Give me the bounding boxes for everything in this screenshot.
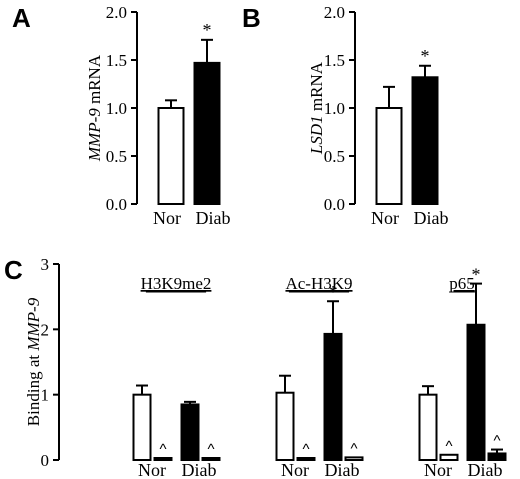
bar <box>153 457 173 461</box>
panel-letter: A <box>12 3 31 33</box>
category-label: Nor <box>424 460 452 479</box>
y-axis-title-gene: MMP-9 <box>24 297 43 351</box>
bar <box>466 323 486 462</box>
change-mark: ^ <box>350 440 357 457</box>
y-tick-label: 2.0 <box>324 3 345 22</box>
y-tick-label: 3 <box>41 255 50 274</box>
category-label: Diab <box>325 460 360 479</box>
change-mark: ^ <box>159 441 166 458</box>
change-mark: ^ <box>207 441 214 458</box>
y-tick-label: 0.0 <box>324 195 345 214</box>
bar-nor <box>375 107 403 205</box>
category-label: Nor <box>281 460 309 479</box>
group-title: p65 <box>449 274 475 293</box>
panel-letter: B <box>242 3 261 33</box>
y-tick-label: 2 <box>41 320 50 339</box>
significance-star: * <box>421 46 430 66</box>
bar <box>296 457 316 461</box>
y-tick-label: 1.5 <box>324 51 345 70</box>
bar <box>132 393 152 461</box>
y-axis-title: Binding at MMP-9 <box>24 297 43 426</box>
bar-diab <box>411 76 439 205</box>
y-tick-label: 1.0 <box>106 99 127 118</box>
category-label: Nor <box>371 208 399 228</box>
significance-star: * <box>472 265 481 285</box>
y-tick-label: 1 <box>41 386 50 405</box>
y-tick-label: 1.5 <box>106 51 127 70</box>
bar <box>323 332 343 462</box>
y-tick-label: 0 <box>41 451 50 470</box>
category-label: Diab <box>182 460 217 479</box>
bar <box>180 403 200 462</box>
panel-b: B LSD1 mRNA 0.0 0.5 1.0 1.5 2.0 Nor * Diab <box>242 3 449 228</box>
group-h3k9me2: H3K9me2 ^ ^ Nor Diab <box>132 274 221 479</box>
y-axis-title: LSD1 mRNA <box>307 61 326 155</box>
group-p65: p65 ^ * ^ Nor Diab <box>418 265 507 479</box>
group-ac-h3k9: Ac-H3K9 ^ * ^ Nor Diab <box>275 274 364 479</box>
bar <box>344 456 364 461</box>
y-tick-label: 0.5 <box>106 147 127 166</box>
significance-star: * <box>329 282 338 302</box>
change-mark: ^ <box>445 438 452 455</box>
group-title: Ac-H3K9 <box>285 274 352 293</box>
y-axis-title-unit: mRNA <box>85 54 104 108</box>
y-axis-title-gene: LSD1 <box>307 115 326 155</box>
category-label: Nor <box>153 208 181 228</box>
y-tick-label: 0.5 <box>324 147 345 166</box>
group-title: H3K9me2 <box>141 274 212 293</box>
category-label: Diab <box>468 460 503 479</box>
category-label: Diab <box>196 208 231 228</box>
bar <box>201 457 221 461</box>
bar <box>439 453 459 462</box>
panel-a: A MMP-9 mRNA 0.0 0.5 1.0 1.5 2.0 Nor * Diab <box>12 3 231 228</box>
change-mark: ^ <box>302 441 309 458</box>
y-tick-label: 2.0 <box>106 3 127 22</box>
y-axis-title-gene: MMP-9 <box>85 108 104 162</box>
panel-letter: C <box>4 255 23 285</box>
y-tick-label: 1.0 <box>324 99 345 118</box>
y-axis-title-prefix: Binding at <box>24 351 43 427</box>
category-label: Nor <box>138 460 166 479</box>
bar <box>275 391 295 461</box>
y-axis-title-unit: mRNA <box>307 61 326 115</box>
y-tick-label: 0.0 <box>106 195 127 214</box>
bar <box>418 393 438 461</box>
change-mark: ^ <box>493 433 500 450</box>
significance-star: * <box>203 20 212 40</box>
y-axis-title: MMP-9 mRNA <box>85 54 104 162</box>
bar-diab <box>193 61 221 205</box>
bar-nor <box>157 107 185 205</box>
category-label: Diab <box>414 208 449 228</box>
